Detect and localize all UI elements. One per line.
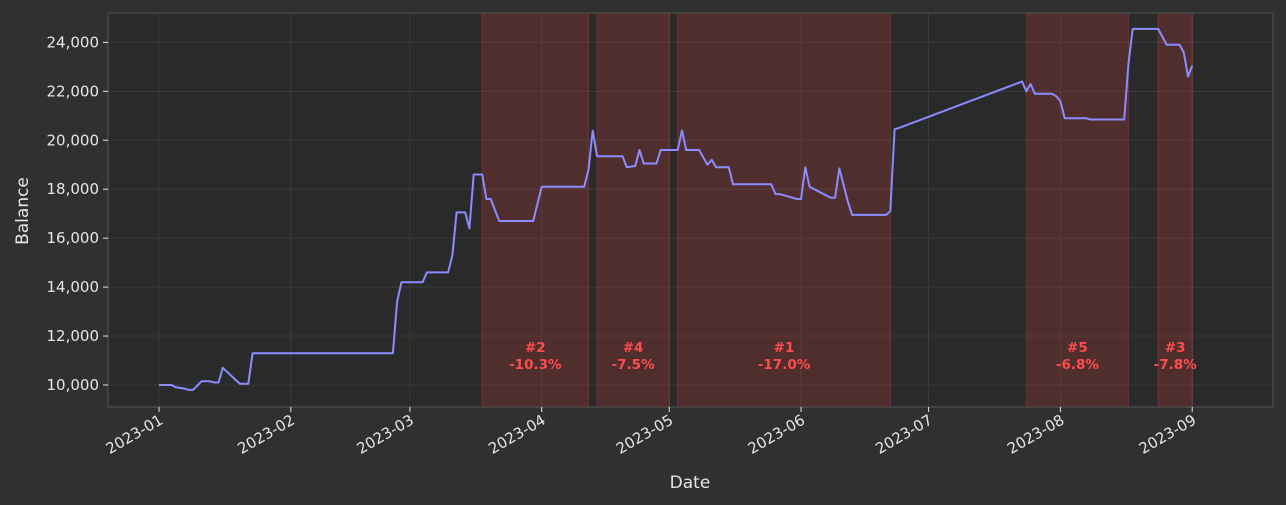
y-tick-label: 20,000 <box>47 131 100 149</box>
y-tick-label: 10,000 <box>47 376 100 394</box>
drawdown-value-label: -7.5% <box>612 357 656 373</box>
y-tick-label: 12,000 <box>47 327 100 345</box>
y-tick-label: 22,000 <box>47 82 100 100</box>
drawdown-region <box>1157 12 1193 408</box>
y-tick-label: 24,000 <box>47 33 100 51</box>
drawdown-region <box>677 12 891 408</box>
x-axis-label: Date <box>670 473 711 493</box>
drawdown-value-label: -7.8% <box>1154 357 1198 373</box>
y-axis-ticks: 10,000 12,000 14,000 16,000 18,000 20,000 22,0… <box>47 33 108 394</box>
drawdown-rank-label: #2 <box>525 340 546 356</box>
drawdown-value-label: -6.8% <box>1056 357 1100 373</box>
drawdown-value-label: -17.0% <box>758 357 811 373</box>
drawdown-rank-label: #5 <box>1067 340 1088 356</box>
drawdown-rank-label: #1 <box>774 340 795 356</box>
grid <box>108 13 1273 407</box>
y-tick-label: 16,000 <box>47 229 100 247</box>
y-tick-label: 14,000 <box>47 278 100 296</box>
balance-line <box>159 27 1194 391</box>
plot-area <box>108 13 1273 407</box>
drawdown-region <box>1025 12 1129 408</box>
y-tick-label: 18,000 <box>47 180 100 198</box>
drawdown-region <box>596 12 670 408</box>
drawdown-rank-label: #3 <box>1165 340 1186 356</box>
balance-series <box>159 27 1194 391</box>
y-axis-label: Balance <box>13 177 33 245</box>
drawdown-value-label: -10.3% <box>509 357 562 373</box>
drawdown-labels: #2-10.3% #4-7.5% #1-17.0% #5-6.8% #3-7.8% <box>509 340 1197 373</box>
drawdown-rank-label: #4 <box>623 340 644 356</box>
